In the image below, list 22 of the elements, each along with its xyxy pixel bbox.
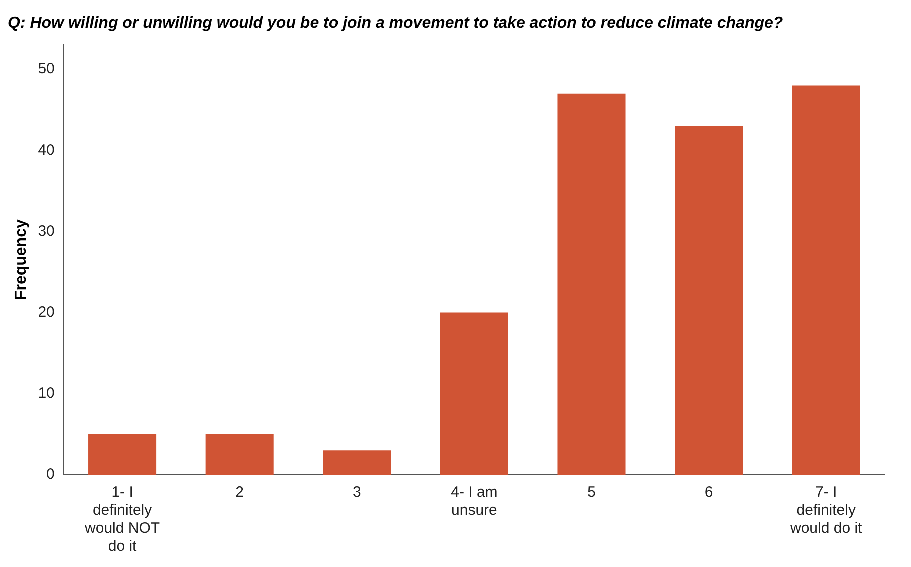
y-tick-label: 50	[38, 60, 55, 78]
chart-title: Q: How willing or unwilling would you be to join a movement to take action to reduce climate change?	[8, 15, 784, 32]
bar	[88, 434, 157, 475]
y-tick-label: 0	[46, 466, 55, 484]
x-tick-label: 5	[588, 484, 596, 502]
bar	[440, 312, 508, 475]
x-tick-label: 7- I definitely would do it	[789, 484, 864, 538]
x-tick-label: 2	[236, 484, 244, 502]
x-tick-label: 3	[352, 484, 362, 502]
y-axis-title: Frequency	[13, 220, 30, 301]
y-tick-label: 30	[38, 222, 55, 240]
bar	[558, 94, 626, 475]
bar	[206, 434, 274, 475]
y-tick-label: 40	[38, 142, 55, 159]
x-tick-label: 1- I definitely would NOT do it	[84, 484, 160, 556]
bar	[323, 450, 392, 475]
x-tick-label: 6	[704, 484, 714, 502]
y-tick-label: 10	[38, 385, 55, 402]
bar	[675, 126, 744, 475]
y-tick-label: 20	[38, 304, 55, 321]
bar	[792, 86, 860, 475]
x-tick-label: 4- I am unsure	[451, 484, 498, 520]
